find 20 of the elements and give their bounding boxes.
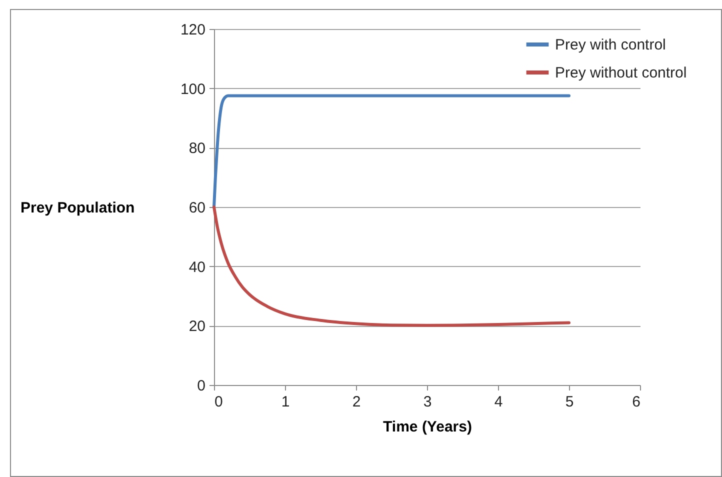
x-tick-label: 5 xyxy=(565,394,574,410)
y-tick-label: 100 xyxy=(180,80,206,98)
y-axis-title: Prey Population xyxy=(20,200,135,216)
x-tick-label: 6 xyxy=(632,394,640,410)
line-series xyxy=(212,94,570,208)
x-tick-label: 4 xyxy=(494,394,503,410)
y-tick-label: 40 xyxy=(188,258,206,276)
x-tick-label: 1 xyxy=(281,394,290,410)
x-tick-label: 2 xyxy=(352,394,361,410)
x-tick-label: 0 xyxy=(214,394,223,410)
legend-label: Prey with control xyxy=(555,36,666,54)
legend-label: Prey without control xyxy=(555,64,687,82)
line-series xyxy=(212,206,570,327)
y-tick-label: 0 xyxy=(197,378,206,394)
y-tick-label: 60 xyxy=(188,200,206,216)
y-tick-label: 120 xyxy=(180,22,206,38)
x-tick-label: 3 xyxy=(423,394,432,410)
x-axis-title: Time (Years) xyxy=(383,418,472,436)
y-tick-label: 80 xyxy=(188,140,206,158)
y-tick-label: 20 xyxy=(188,318,206,336)
